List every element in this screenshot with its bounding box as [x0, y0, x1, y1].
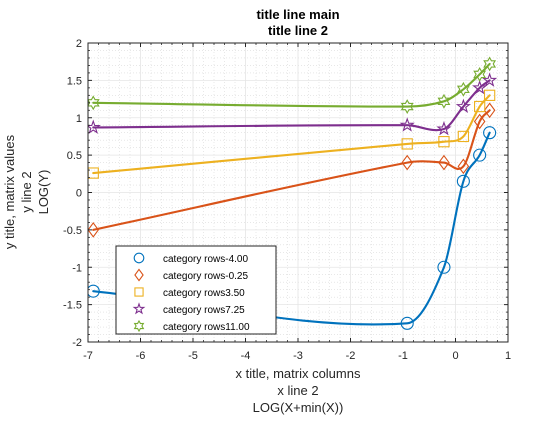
chart-title: title line main	[256, 7, 339, 22]
series-line-4	[92, 79, 491, 132]
y-tick-label: 1	[76, 113, 82, 125]
legend-marker-pentagram	[132, 302, 146, 315]
legend-marker-square	[134, 287, 144, 297]
legend-item-4: category rows7.25	[132, 302, 245, 316]
series-1-point	[400, 316, 414, 330]
series-4-point	[482, 72, 498, 87]
legend-marker-diamond	[134, 268, 144, 282]
series-5-point	[473, 66, 487, 82]
series-5-point	[88, 95, 100, 111]
legend-label: category rows-0.25	[163, 271, 248, 282]
legend-item-5: category rows11.00	[133, 319, 250, 333]
x-axis-label-line-3: LOG(X+min(X))	[253, 400, 344, 415]
series-1-point	[483, 126, 497, 140]
series-4-point	[472, 79, 488, 95]
series-5-point	[483, 56, 497, 72]
x-tick-label: -5	[188, 350, 198, 362]
series-4-point	[399, 117, 415, 132]
series-2-point	[457, 158, 470, 175]
series-line-3	[92, 94, 491, 175]
legend-label: category rows11.00	[163, 322, 250, 333]
series-2-point	[88, 222, 100, 238]
series-4-point	[436, 120, 452, 136]
series-3-point	[483, 89, 496, 101]
series-2-point	[483, 102, 496, 119]
series-5-point	[437, 93, 451, 109]
series-line-2	[92, 109, 491, 231]
y-tick-label: 0	[76, 188, 82, 200]
series-3-point	[438, 136, 450, 148]
series-5	[88, 56, 497, 114]
y-tick-label: 0.5	[67, 150, 82, 162]
y-tick-label: -2	[72, 337, 82, 349]
chart-subtitle: title line 2	[268, 23, 328, 38]
x-axis-ticks: -7 -6 -5 -4 -3 -2 -1 0 1	[83, 43, 511, 362]
series-5-point	[400, 99, 414, 114]
legend-marker-hexagram	[133, 319, 145, 333]
series-4-point	[455, 98, 471, 113]
y-tick-label: -0.5	[63, 225, 82, 237]
series-3-point	[401, 138, 413, 150]
series-3-point	[473, 100, 486, 113]
legend-label: category rows3.50	[163, 288, 245, 299]
x-tick-label: -6	[136, 350, 146, 362]
x-tick-label: -4	[241, 350, 251, 362]
x-axis-label-line-2: x line 2	[277, 383, 318, 398]
y-axis-label-line-2: y line 2	[19, 171, 34, 212]
x-tick-label: 0	[452, 350, 458, 362]
legend-items: category rows-4.00 category rows-0.25 cate…	[132, 252, 250, 333]
x-tick-label: -3	[293, 350, 303, 362]
x-tick-label: -1	[398, 350, 408, 362]
x-tick-label: 1	[505, 350, 511, 362]
series-1-point	[456, 174, 470, 188]
y-axis-ticks: -2 -1.5 -1 -0.5 0 0.5 1 1.5 2	[63, 38, 508, 349]
series-2-point	[473, 113, 486, 130]
series-1-point	[88, 284, 100, 298]
x-tick-label: -2	[346, 350, 356, 362]
series-3	[88, 89, 496, 179]
legend-label: category rows7.25	[163, 305, 245, 316]
series-3-point	[457, 130, 470, 143]
x-tick-label: -7	[83, 350, 93, 362]
legend-item-3: category rows3.50	[134, 287, 245, 299]
y-tick-label: -1	[72, 262, 82, 274]
y-axis-label-line-3: LOG(Y)	[36, 170, 51, 215]
x-axis-label-line-1: x title, matrix columns	[236, 366, 361, 381]
series-2-point	[401, 154, 413, 171]
y-axis-label-line-1: y title, matrix values	[2, 134, 17, 249]
series-5-point	[456, 81, 470, 97]
y-tick-label: 1.5	[67, 75, 82, 87]
y-tick-label: -1.5	[63, 300, 82, 312]
series-2	[88, 102, 496, 238]
series-1-point	[473, 148, 487, 162]
legend-marker-circle	[133, 252, 145, 264]
y-tick-label: 2	[76, 38, 82, 50]
series-4	[88, 72, 498, 136]
series-line-5	[92, 62, 491, 108]
series-2-point	[438, 154, 450, 171]
legend-item-1: category rows-4.00	[133, 252, 248, 265]
legend-label: category rows-4.00	[163, 254, 248, 265]
legend: category rows-4.00 category rows-0.25 cate…	[115, 245, 277, 335]
legend-item-2: category rows-0.25	[134, 268, 248, 282]
series-1-point	[437, 260, 451, 274]
